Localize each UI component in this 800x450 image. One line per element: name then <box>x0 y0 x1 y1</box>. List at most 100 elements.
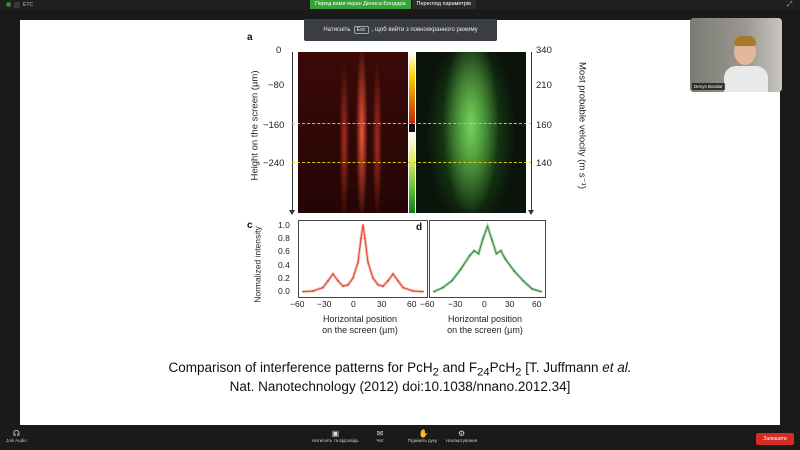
meeting-controls: ☊ Join Audio ▣ Натисніть та відповідь ✉ … <box>0 428 800 450</box>
plot-c <box>298 220 428 298</box>
c-ytick: 1.0 <box>278 220 290 230</box>
left-tick: −240 <box>263 158 285 169</box>
data-point <box>412 290 414 292</box>
data-point <box>486 225 489 228</box>
right-tick: 140 <box>536 158 552 169</box>
d-xtick: −60 <box>420 299 435 309</box>
data-point <box>504 258 507 260</box>
signal-icon <box>14 1 20 8</box>
panel-letter-d: d <box>416 222 423 233</box>
c-xtick: −60 <box>290 299 305 309</box>
panel-letter-c: c <box>247 220 253 231</box>
left-axis-line <box>292 52 293 212</box>
chat-button[interactable]: ✉ Чат <box>376 429 384 444</box>
data-point <box>342 285 344 288</box>
chat-icon: ✉ <box>376 429 384 438</box>
connection-indicator[interactable]: ETC <box>6 1 33 8</box>
data-point <box>387 279 389 282</box>
data-point <box>337 279 339 282</box>
data-point <box>450 279 453 282</box>
data-point <box>357 261 359 264</box>
data-point <box>397 279 399 282</box>
data-point <box>382 285 384 288</box>
data-point <box>459 268 462 271</box>
data-point <box>347 283 349 286</box>
right-axis-line <box>531 52 532 212</box>
colorbar <box>409 52 415 213</box>
data-point <box>402 286 404 289</box>
data-point <box>513 270 516 273</box>
data-point <box>322 286 324 289</box>
hand-icon: ✋ <box>418 429 429 438</box>
leave-button[interactable]: Залишити <box>756 433 794 445</box>
series-band <box>302 224 424 294</box>
right-arrow-icon <box>528 210 534 215</box>
headphones-icon: ☊ <box>12 429 20 438</box>
share-button[interactable]: ▣ Натисніть та відповідь <box>312 429 359 444</box>
red-interference-image <box>298 52 408 213</box>
join-audio-button[interactable]: ☊ Join Audio <box>6 429 27 444</box>
left-arrow-icon <box>289 210 295 215</box>
participant-name: Denys Bondar <box>692 83 725 90</box>
data-point <box>477 252 480 255</box>
left-tick: −160 <box>263 120 285 131</box>
data-point <box>495 252 498 255</box>
participant-video[interactable]: Denys Bondar <box>690 18 782 92</box>
data-point <box>531 288 533 290</box>
c-ytick: 0.6 <box>278 246 290 256</box>
data-point <box>392 273 394 275</box>
right-axis-label: Most probable velocity (m s⁻¹) <box>576 62 588 189</box>
left-axis-label: Height on the screen (µm) <box>249 70 261 181</box>
settings-button[interactable]: ⚙ Налаштування <box>446 429 478 444</box>
data-point <box>522 279 525 282</box>
shared-slide: a Height on the screen (µm) 0 −80 −160 −… <box>20 20 780 425</box>
data-point <box>468 254 471 257</box>
d-xtick: 0 <box>482 299 487 309</box>
view-options-button[interactable]: Перегляд параметрів <box>410 0 477 9</box>
c-xtick: 30 <box>377 299 387 309</box>
indicator-text: ETC <box>23 1 33 8</box>
caption-line-2: Nat. Nanotechnology (2012) doi:10.1038/n… <box>229 379 571 394</box>
share-status-text: Перед вами екран Дениса Бондара <box>310 0 411 9</box>
left-tick: 0 <box>276 45 282 56</box>
data-point <box>352 277 354 279</box>
shield-icon <box>6 2 11 7</box>
reactions-button[interactable]: ✋ Підніміть руку <box>408 429 438 444</box>
meeting-window: ETC Перед вами екран Дениса Бондара Пере… <box>6 0 793 425</box>
data-point <box>302 290 304 293</box>
fullscreen-icon[interactable]: ⤢ <box>787 1 793 8</box>
dashed-marker-upper <box>292 123 532 124</box>
data-point <box>362 224 364 226</box>
c-xtick: 0 <box>351 299 356 309</box>
share-icon: ▣ <box>331 429 340 438</box>
data-point <box>482 237 484 240</box>
c-xlabel-line2: on the screen (µm) <box>322 325 398 335</box>
gear-icon: ⚙ <box>457 429 466 438</box>
plot-d <box>429 220 546 298</box>
data-point <box>312 290 314 292</box>
data-point <box>500 249 502 252</box>
green-colorbar <box>409 132 415 213</box>
plot-c-svg <box>302 224 424 294</box>
esc-key: Esc <box>353 26 369 34</box>
d-xtick: −30 <box>448 299 463 309</box>
data-point <box>433 290 435 293</box>
data-point <box>360 237 362 240</box>
plot-d-svg <box>433 221 542 294</box>
left-tick: −80 <box>268 80 285 91</box>
c-ytick: 0.8 <box>278 233 290 243</box>
d-xtick: 60 <box>532 299 542 309</box>
c-xtick: 60 <box>407 299 417 309</box>
data-point <box>327 279 329 282</box>
data-point <box>422 290 424 293</box>
person-body <box>724 66 768 92</box>
share-banner: Перед вами екран Дениса Бондара Перегляд… <box>310 0 477 9</box>
c-xtick: −30 <box>317 299 332 309</box>
green-interference-image <box>416 52 526 213</box>
c-ytick: 0.0 <box>278 286 290 296</box>
c-ytick: 0.2 <box>278 273 290 283</box>
data-point <box>372 277 374 279</box>
dashed-marker-lower <box>292 162 532 163</box>
panel-letter-a: a <box>247 32 253 43</box>
data-point <box>377 283 379 286</box>
